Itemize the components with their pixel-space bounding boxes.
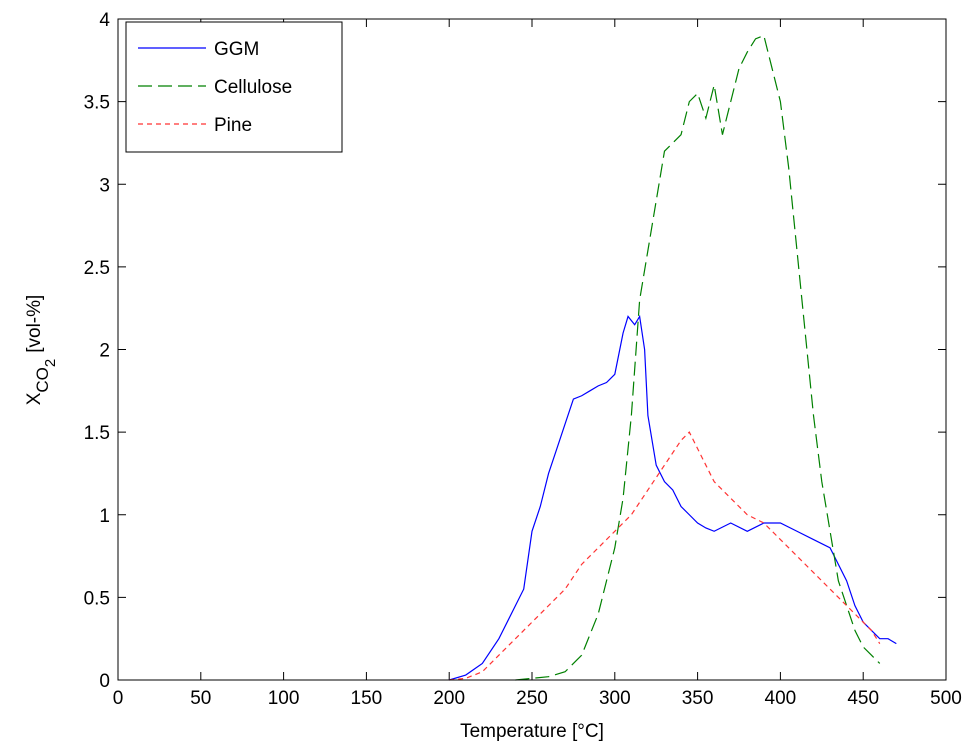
x-tick-label: 500 xyxy=(930,688,962,709)
legend-box xyxy=(125,21,343,153)
y-label-base: X xyxy=(24,392,45,405)
x-axis-label: Temperature [°C] xyxy=(460,721,604,742)
plot-frame xyxy=(117,18,947,681)
x-tick-label: 200 xyxy=(433,688,465,709)
y-tick-label: 0.5 xyxy=(84,588,110,609)
x-tick-label: 250 xyxy=(516,688,548,709)
x-tick-label: 450 xyxy=(847,688,879,709)
y-tick-label: 2.5 xyxy=(84,258,110,279)
x-tick-label: 100 xyxy=(268,688,300,709)
y-label-unit: [vol-%] xyxy=(24,295,45,353)
x-tick-label: 150 xyxy=(351,688,383,709)
x-tick-label: 350 xyxy=(682,688,714,709)
x-tick-label: 400 xyxy=(765,688,797,709)
y-tick-label: 2 xyxy=(99,341,110,362)
y-axis-label: XCO2 [vol-%] xyxy=(24,295,59,406)
legend-label: Pine xyxy=(214,115,252,136)
legend-label: Cellulose xyxy=(214,77,292,98)
x-tick-label: 50 xyxy=(190,688,211,709)
data-line xyxy=(449,431,881,681)
y-tick-label: 0 xyxy=(99,671,110,692)
y-label-sub: CO xyxy=(33,367,52,393)
y-tick-label: 1 xyxy=(99,506,110,527)
y-tick-label: 3.5 xyxy=(84,93,110,114)
legend-label: GGM xyxy=(214,39,259,60)
data-line xyxy=(449,314,897,681)
y-tick-label: 3 xyxy=(99,175,110,196)
x-tick-label: 300 xyxy=(599,688,631,709)
data-line xyxy=(515,34,881,681)
y-tick-label: 1.5 xyxy=(84,423,110,444)
y-label-subsub: 2 xyxy=(42,359,59,367)
y-tick-label: 4 xyxy=(99,10,110,31)
x-tick-label: 0 xyxy=(113,688,124,709)
